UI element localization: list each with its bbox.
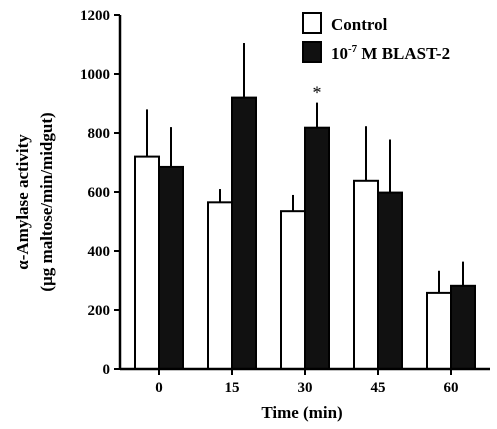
- plot-layer: 0 200 400 600 800 1000 1200 0 15 30 45 60 *: [80, 8, 490, 396]
- bar-0-15: [207, 201, 233, 370]
- x-tick-label-60: 60: [444, 380, 459, 396]
- y-tick-label-200: 200: [88, 303, 111, 319]
- legend: Control 10-7 M BLAST-2: [302, 12, 450, 63]
- bar-1-60: [450, 284, 476, 370]
- y-tick-label-800: 800: [88, 126, 111, 142]
- bar-0-60: [426, 291, 452, 371]
- legend-label-blast-suffix: M BLAST-2: [357, 44, 450, 63]
- legend-label-blast-prefix: 10: [331, 44, 348, 63]
- y-tick-label-1000: 1000: [80, 67, 110, 83]
- bar-1-30: [304, 126, 330, 370]
- bar-1-0: [158, 165, 184, 370]
- bar-0-45: [353, 179, 379, 370]
- bar-0-0: [134, 155, 160, 370]
- x-tick-label-0: 0: [155, 380, 163, 396]
- legend-label-control: Control: [331, 15, 388, 34]
- y-tick-label-0: 0: [103, 362, 111, 378]
- bar-0-30: [280, 210, 306, 370]
- x-tick-label-15: 15: [225, 380, 240, 396]
- legend-swatch-control: [302, 12, 322, 34]
- y-axis-title-line1: α-Amylase activity: [13, 134, 32, 270]
- legend-label-blast-superscript: -7: [348, 43, 358, 55]
- x-tick-label-45: 45: [371, 380, 386, 396]
- x-tick-label-30: 30: [298, 380, 313, 396]
- bar-1-45: [377, 191, 403, 370]
- y-tick-label-600: 600: [88, 185, 111, 201]
- y-tick-label-1200: 1200: [80, 8, 110, 24]
- legend-swatch-blast: [302, 41, 322, 63]
- legend-label-blast: 10-7 M BLAST-2: [331, 43, 450, 63]
- bar-1-15: [231, 96, 257, 370]
- x-axis-title: Time (min): [261, 403, 342, 422]
- significance-marker: *: [313, 83, 322, 103]
- y-tick-label-400: 400: [88, 244, 111, 260]
- y-axis-title-line2: (µg maltose/min/midgut): [37, 112, 56, 291]
